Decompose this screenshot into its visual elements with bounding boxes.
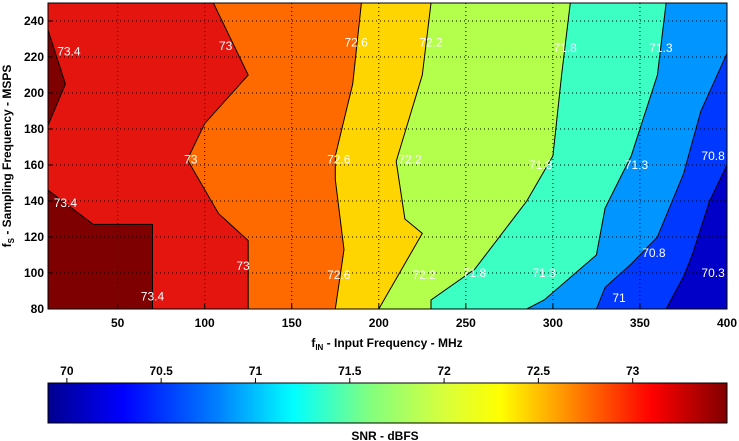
y-tick-label: 240 xyxy=(24,14,44,28)
contour-line xyxy=(665,164,727,309)
contour-label: 71.8 xyxy=(529,158,553,172)
contour-lines xyxy=(48,3,727,309)
colorbar-tick-label: 72 xyxy=(437,364,451,378)
contour-line xyxy=(334,3,362,309)
y-tick-label: 100 xyxy=(24,266,44,280)
colorbar-label: SNR - dBFS xyxy=(351,429,418,441)
y-tick-label: 200 xyxy=(24,86,44,100)
contour-label: 72.6 xyxy=(327,153,351,167)
contour-line xyxy=(378,3,432,309)
contour-label: 73 xyxy=(236,259,250,273)
colorbar-gradient xyxy=(47,382,728,424)
y-tick-label: 180 xyxy=(24,122,44,136)
contour-line xyxy=(430,3,571,309)
contour-label: 72.2 xyxy=(419,36,443,50)
contour-label: 70.3 xyxy=(701,266,725,280)
contour-line xyxy=(48,189,153,309)
contour-label: 72.2 xyxy=(412,268,436,282)
colorbar-ticks: 70 70.5 71 71.5 72 72.5 73 xyxy=(60,364,640,383)
y-tick-label: 160 xyxy=(24,158,44,172)
contour-label: 73 xyxy=(219,39,233,53)
region-70 xyxy=(666,165,727,309)
contour-label: 72.6 xyxy=(327,268,351,282)
y-tick-label: 220 xyxy=(24,50,44,64)
colorbar-tick-label: 71 xyxy=(249,364,263,378)
contour-labels: 73.4 73 72.6 72.2 71.8 71.3 73 72.6 72.2 71.8 71.3… xyxy=(54,36,725,306)
y-tick-label: 120 xyxy=(24,230,44,244)
y-tick-label: 140 xyxy=(24,194,44,208)
contour-fills xyxy=(48,3,727,309)
colorbar-tick-label: 73 xyxy=(626,364,640,378)
contour-label: 73.4 xyxy=(54,196,78,210)
contour-label: 71 xyxy=(612,291,626,305)
y-axis-label: fS - Sampling Frequency - MSPS xyxy=(0,65,16,248)
colorbar-tick-label: 70.5 xyxy=(149,364,173,378)
contour-label: 72.2 xyxy=(398,153,422,167)
contour-label: 73.4 xyxy=(57,45,81,59)
colorbar-tick-label: 70 xyxy=(60,364,74,378)
x-tick-label: 400 xyxy=(717,316,737,330)
grid-lines xyxy=(48,3,727,309)
contour-line xyxy=(48,29,66,126)
colorbar-tick-label: 71.5 xyxy=(338,364,362,378)
x-tick-label: 250 xyxy=(456,316,476,330)
contour-label: 72.6 xyxy=(344,36,368,50)
contour-label: 71.3 xyxy=(625,158,649,172)
plot-frame xyxy=(47,2,728,310)
y-tick-label: 80 xyxy=(31,302,45,316)
x-tick-label: 150 xyxy=(282,316,302,330)
contour-label: 71.3 xyxy=(533,266,557,280)
x-tick-label: 100 xyxy=(195,316,215,330)
plot-area xyxy=(48,3,727,309)
x-tick-label: 350 xyxy=(630,316,650,330)
contour-line xyxy=(526,3,667,309)
contour-label: 70.8 xyxy=(701,149,725,163)
colorbar-tick-label: 72.5 xyxy=(527,364,551,378)
contour-label: 70.8 xyxy=(642,246,666,260)
contour-line xyxy=(595,53,727,309)
x-tick-label: 50 xyxy=(111,316,125,330)
x-tick-label: 300 xyxy=(543,316,563,330)
region-70-3 xyxy=(596,53,727,309)
x-axis-label: fIN - Input Frequency - MHz xyxy=(311,336,462,352)
contour-label: 71.8 xyxy=(463,266,487,280)
colorbar: 70 70.5 71 71.5 72 72.5 73 SNR - dBFS xyxy=(47,364,728,441)
contour-line xyxy=(186,3,249,309)
contour-label: 71.8 xyxy=(553,41,577,55)
y-axis-ticks: 80 100 120 140 160 180 200 220 240 xyxy=(24,14,53,316)
region-73-4 xyxy=(48,30,66,126)
contour-label: 71.3 xyxy=(649,41,673,55)
region-73-4 xyxy=(48,190,153,309)
x-axis-ticks: 50 100 150 200 250 300 350 400 xyxy=(111,304,737,330)
x-tick-label: 200 xyxy=(369,316,389,330)
contour-label: 73 xyxy=(184,153,198,167)
contour-label: 73.4 xyxy=(141,289,165,303)
